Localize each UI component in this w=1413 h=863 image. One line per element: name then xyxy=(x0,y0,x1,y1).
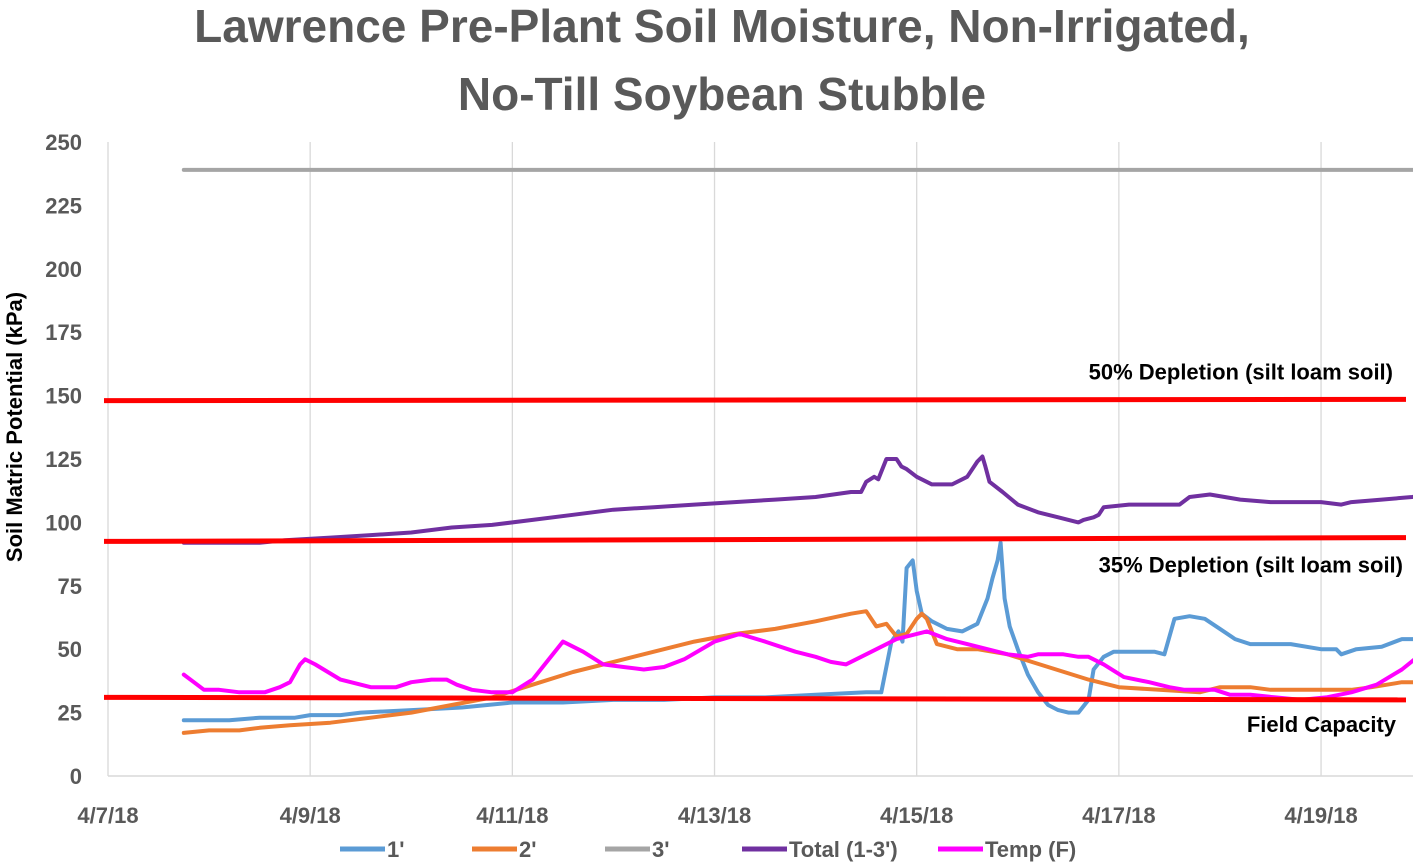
y-tick-labels: 0 25 50 75 100 125 150 175 200 225 250 xyxy=(45,130,82,789)
y-tick-label: 125 xyxy=(45,447,82,472)
legend: 1' 2' 3' Total (1-3') Temp (F) xyxy=(340,837,1076,862)
y-tick-label: 225 xyxy=(45,193,82,218)
y-tick-label: 150 xyxy=(45,384,82,409)
x-tick-label: 4/9/18 xyxy=(280,803,341,828)
legend-label-0: 1' xyxy=(387,837,404,862)
reference-line-label-0: 50% Depletion (silt loam soil) xyxy=(1089,359,1393,384)
y-tick-label: 75 xyxy=(58,574,82,599)
x-tick-label: 4/17/18 xyxy=(1082,803,1155,828)
x-tick-label: 4/11/18 xyxy=(476,803,548,828)
reference-lines: 50% Depletion (silt loam soil) 35% Deplet… xyxy=(103,359,1407,737)
gridlines xyxy=(107,142,1413,777)
y-tick-label: 100 xyxy=(45,510,82,535)
x-tick-label: 4/15/18 xyxy=(880,803,953,828)
reference-line-0 xyxy=(103,396,1407,404)
x-tick-label: 4/7/18 xyxy=(77,803,138,828)
x-tick-labels: 4/7/18 4/9/18 4/11/18 4/13/18 4/15/18 4/17/18… xyxy=(77,803,1357,828)
y-axis-label: Soil Matric Potential (kPa) xyxy=(2,292,27,562)
legend-label-4: Temp (F) xyxy=(985,837,1076,862)
x-tick-label: 4/19/18 xyxy=(1284,803,1357,828)
y-tick-label: 200 xyxy=(45,257,82,282)
reference-line-label-1: 35% Depletion (silt loam soil) xyxy=(1099,553,1403,578)
series-lines xyxy=(181,167,1413,735)
y-tick-label: 0 xyxy=(70,764,82,789)
y-tick-label: 250 xyxy=(45,130,82,155)
chart-title-line-2: No-Till Soybean Stubble xyxy=(458,68,986,120)
y-tick-label: 50 xyxy=(58,637,82,662)
legend-label-2: 3' xyxy=(652,837,669,862)
y-tick-label: 175 xyxy=(45,320,82,345)
chart-title-line-1: Lawrence Pre-Plant Soil Moisture, Non-Ir… xyxy=(194,0,1250,52)
series-line-1 xyxy=(181,609,1413,735)
series-line-3 xyxy=(181,454,1413,545)
x-tick-label: 4/13/18 xyxy=(678,803,751,828)
y-tick-label: 25 xyxy=(58,701,82,726)
reference-line-label-2: Field Capacity xyxy=(1247,712,1397,737)
reference-line-1 xyxy=(103,535,1407,544)
series-line-4 xyxy=(181,629,1413,702)
legend-label-1: 2' xyxy=(519,837,536,862)
reference-line-2 xyxy=(103,694,1407,703)
legend-label-3: Total (1-3') xyxy=(789,837,898,862)
